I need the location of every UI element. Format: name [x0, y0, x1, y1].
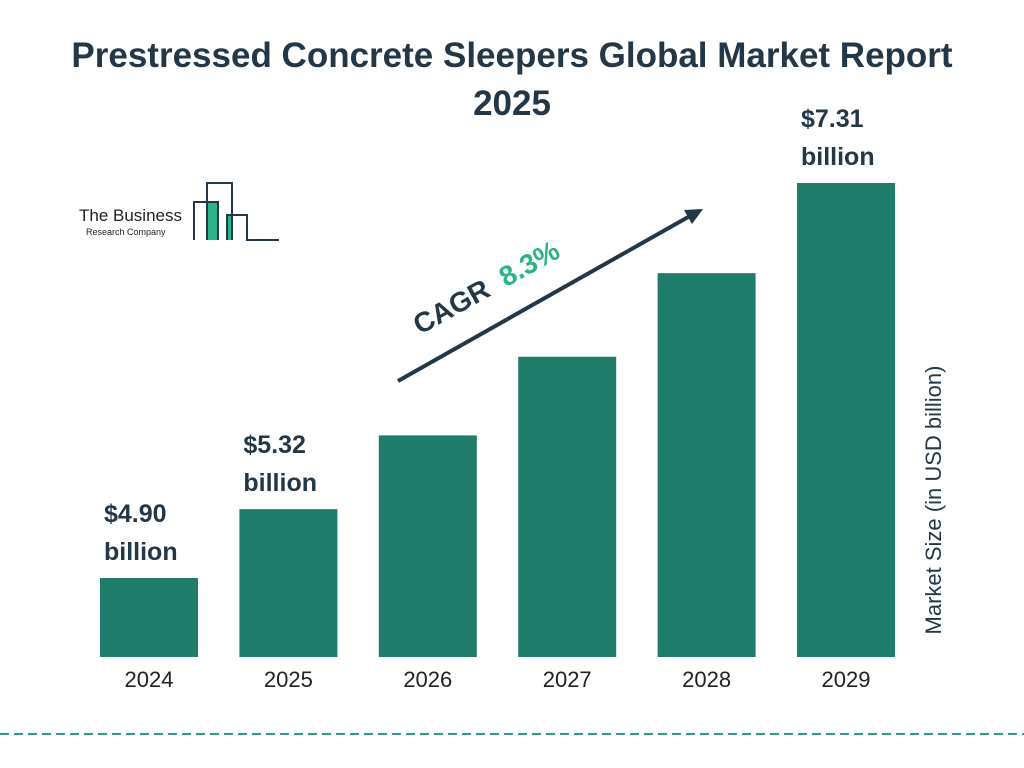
data-label-unit: billion — [801, 143, 875, 171]
logo-subtext: Research Company — [86, 227, 166, 237]
data-label-value: $5.32 — [243, 431, 306, 459]
logo-text: The Business — [79, 206, 182, 225]
x-tick-label: 2025 — [264, 667, 313, 692]
y-axis-label: Market Size (in USD billion) — [921, 366, 946, 635]
bar-2029 — [797, 183, 895, 657]
cagr-value: 8.3% — [494, 235, 565, 293]
x-tick-label: 2029 — [822, 667, 871, 692]
bar-2026 — [378, 435, 477, 657]
data-label-unit: billion — [104, 538, 178, 566]
chart-title: Prestressed Concrete Sleepers Global Mar… — [71, 36, 953, 123]
bar-2027 — [518, 356, 617, 657]
bar-2024 — [100, 578, 198, 657]
cagr-arrow — [397, 209, 703, 383]
cagr-label: CAGR — [408, 273, 495, 340]
data-label-value: $4.90 — [104, 500, 167, 528]
x-tick-label: 2027 — [543, 667, 592, 692]
data-label-unit: billion — [243, 469, 317, 497]
data-label-value: $7.31 — [801, 105, 864, 133]
x-tick-label: 2026 — [403, 667, 452, 692]
x-tick-label: 2028 — [682, 667, 731, 692]
logo-icon — [193, 182, 279, 241]
bar-2025 — [239, 509, 338, 657]
bar-2028 — [657, 273, 756, 657]
svg-text:CAGR 8.3%: CAGR 8.3% — [408, 235, 565, 341]
x-tick-label: 2024 — [125, 667, 174, 692]
